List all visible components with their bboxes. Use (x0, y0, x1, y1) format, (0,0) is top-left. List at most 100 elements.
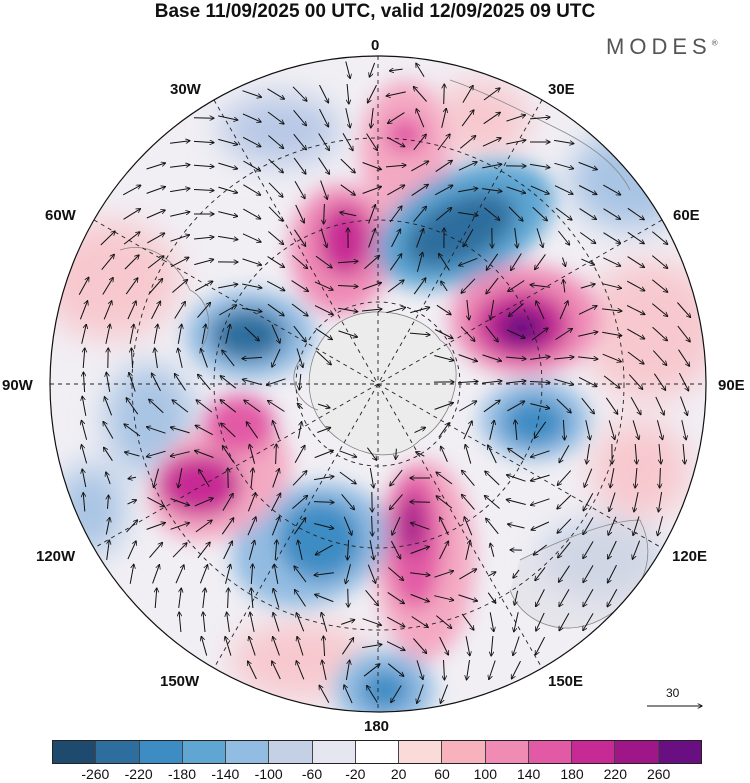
lon-label-90w: 90W (2, 377, 33, 394)
lon-label-120e: 120E (672, 548, 708, 565)
wind-vector-arrow (293, 109, 307, 125)
wind-vector-arrow (100, 231, 115, 246)
wind-vector-arrow (634, 492, 639, 512)
wind-vector-arrow (529, 117, 550, 119)
wind-vector-arrow (315, 255, 332, 268)
wind-vector-arrow (320, 180, 328, 200)
wind-vector-arrow (242, 136, 261, 146)
wind-vector-arrow (126, 398, 139, 415)
wind-vector-arrow (465, 444, 472, 464)
wind-vector-arrow (106, 472, 111, 485)
wind-vector-arrow (296, 661, 305, 680)
wind-vector-arrow (416, 252, 422, 272)
wind-vector-arrow (123, 209, 141, 220)
wind-vector-arrow (339, 471, 356, 484)
wind-vector-arrow (536, 301, 545, 320)
south-america-coast (119, 247, 209, 351)
wind-vector-arrow (531, 521, 550, 530)
wind-vector-arrow (508, 206, 523, 221)
wind-vector-arrow (276, 444, 277, 465)
wind-vector-arrow (563, 257, 566, 267)
wind-vector-arrow (439, 254, 450, 271)
wind-vector-arrow (108, 495, 109, 509)
wind-vector-arrow (483, 207, 499, 221)
wind-vector-arrow (458, 162, 477, 171)
wind-vector-arrow (677, 302, 690, 318)
wind-vector-arrow (218, 284, 238, 289)
wind-vector-arrow (271, 324, 280, 343)
wind-vector-arrow (530, 185, 549, 194)
wind-vector-arrow (242, 283, 262, 288)
wind-vector-arrow (627, 256, 645, 268)
wind-vector-arrow (81, 445, 88, 464)
wind-vector-arrow (607, 588, 618, 607)
wind-vector-arrow (199, 565, 207, 584)
wind-vector-arrow (317, 428, 330, 433)
wind-vector-arrow (506, 140, 526, 145)
wind-vector-arrow (439, 636, 449, 655)
wind-vector-arrow (146, 163, 166, 170)
wind-vector-arrow (104, 397, 113, 416)
wind-vector-arrow (485, 325, 498, 342)
wind-vector-arrow (243, 208, 260, 219)
wind-vector-arrow (251, 588, 253, 609)
wind-vector-arrow (583, 517, 594, 534)
wind-vector-arrow (559, 589, 570, 606)
wind-vector-arrow (319, 685, 330, 704)
modes-logo: MODES® (606, 34, 718, 60)
wind-vector-arrow (220, 400, 237, 413)
wind-vector-arrow (268, 206, 283, 221)
wind-vector-arrow (411, 184, 429, 197)
wind-vector-arrow (554, 357, 574, 359)
wind-vector-arrow (603, 375, 620, 388)
wind-vector-arrow (413, 278, 426, 295)
wind-vector-arrow (463, 421, 472, 440)
wind-vector-arrow (434, 571, 454, 578)
wind-vector-arrow (635, 467, 637, 488)
wind-vector-arrow (441, 446, 448, 462)
wind-vector-arrow (465, 540, 470, 560)
wind-vector-arrow (635, 443, 637, 464)
wind-vector-arrow (345, 660, 349, 680)
wind-vector-arrow (486, 253, 499, 270)
wind-vector-arrow (293, 133, 307, 150)
wind-vector-arrow (222, 493, 233, 511)
wind-vector-arrow (170, 451, 190, 457)
wind-vector-arrow (127, 500, 137, 505)
wind-vector-arrow (414, 427, 426, 434)
wind-vector-arrow (390, 469, 403, 486)
wind-vector-arrow (297, 637, 304, 656)
wind-vector-arrow (194, 259, 213, 266)
wind-vector-arrow (608, 516, 617, 535)
wind-vector-arrow (222, 350, 235, 367)
wind-vector-arrow (652, 350, 666, 366)
wind-vector-arrow (315, 544, 333, 555)
wind-vector-arrow (536, 612, 545, 631)
wind-vector-arrow (291, 280, 309, 292)
wind-vector-arrow (101, 254, 115, 271)
wind-vector-arrow (678, 372, 688, 391)
wind-vector-arrow (178, 348, 183, 368)
wind-vector-arrow (491, 635, 493, 656)
wind-vector-arrow (467, 300, 469, 320)
wind-vector-arrow (292, 495, 307, 509)
wind-vector-arrow (563, 280, 565, 293)
wind-vector-arrow (273, 588, 280, 608)
wind-vector-arrow (293, 157, 306, 174)
wind-vector-arrow (340, 158, 355, 173)
wind-vector-arrow (296, 613, 305, 632)
wind-vector-arrow (482, 164, 502, 169)
wind-vector-arrow (321, 612, 328, 632)
wind-vector-arrow (221, 518, 233, 535)
wind-vector-arrow (122, 185, 141, 196)
wind-vector-arrow (413, 134, 426, 151)
wind-vector-arrow (409, 333, 430, 335)
wind-vector-arrow (106, 372, 111, 392)
wind-vector-arrow (267, 378, 286, 385)
wind-vector-arrow (218, 186, 237, 193)
wind-vector-arrow (318, 133, 330, 151)
wind-vector-arrow (247, 493, 255, 512)
colorbar-ticks: -260 -220 -180 -140 -100 -60 -20 20 60 100 140 180 2… (52, 766, 702, 783)
wind-vector-arrow (103, 422, 114, 439)
wind-vector-arrow (389, 206, 402, 223)
